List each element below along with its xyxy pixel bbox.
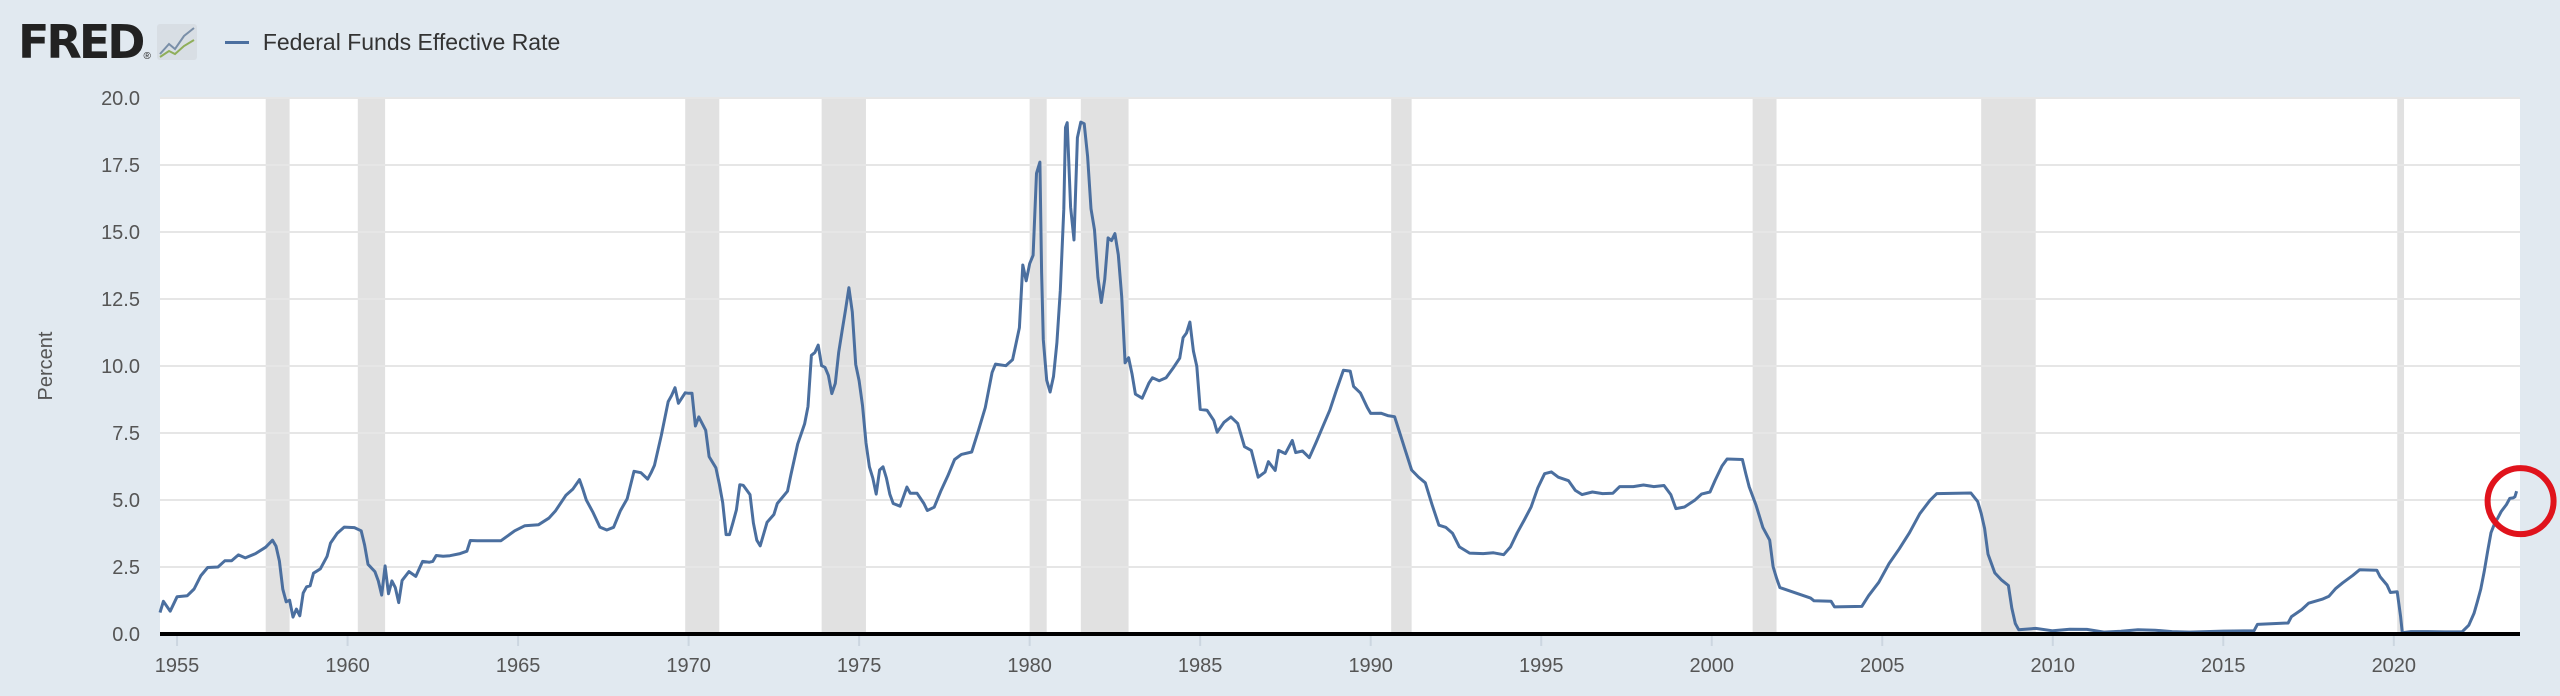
x-tick-label: 1975: [837, 655, 882, 677]
x-tick-label: 1960: [325, 655, 370, 677]
x-tick-label: 2005: [1860, 655, 1905, 677]
x-axis-ticks: 1955 1960 1965 1970 1975 1980 1985 1990 1995 2000…: [155, 634, 2416, 677]
legend: Federal Funds Effective Rate: [224, 28, 561, 56]
y-tick-label: 7.5: [112, 423, 140, 445]
y-tick-label: 12.5: [101, 289, 140, 311]
fred-logo[interactable]: FRED: [18, 15, 145, 69]
x-tick-label: 2010: [2031, 655, 2076, 677]
chart-header: FRED ® Federal Funds Effective Rate: [18, 14, 560, 70]
x-tick-label: 2020: [2372, 655, 2417, 677]
annotation-circle: [2484, 465, 2557, 538]
x-tick-label: 1985: [1178, 655, 1223, 677]
y-tick-label: 17.5: [101, 155, 140, 177]
gridlines: [160, 97, 2520, 568]
series-line-fedfunds: [158, 120, 2519, 635]
x-tick-label: 1965: [496, 655, 541, 677]
x-tick-label: 1980: [1007, 655, 1052, 677]
x-tick-label: 1990: [1348, 655, 1393, 677]
y-tick-label: 5.0: [112, 490, 140, 512]
x-tick-label: 2015: [2201, 655, 2246, 677]
legend-swatch: [224, 40, 249, 44]
legend-label[interactable]: Federal Funds Effective Rate: [262, 28, 561, 55]
y-axis-label: Percent: [35, 331, 57, 400]
x-tick-label: 1995: [1519, 655, 1564, 677]
x-tick-label: 2000: [1689, 655, 1734, 677]
y-tick-label: 10.0: [101, 356, 140, 378]
y-tick-label: 2.5: [112, 557, 140, 579]
y-tick-label: 20.0: [101, 88, 140, 110]
x-tick-label: 1970: [666, 655, 711, 677]
x-tick-label: 1955: [155, 655, 200, 677]
fred-logo-chart-icon: [156, 24, 197, 60]
y-tick-label: 0.0: [112, 624, 140, 646]
y-tick-label: 15.0: [101, 222, 140, 244]
registered-mark: ®: [143, 51, 151, 62]
y-axis-ticks: 0.0 2.5 5.0 7.5 10.0 12.5 15.0 17.5 20.0: [101, 88, 140, 646]
